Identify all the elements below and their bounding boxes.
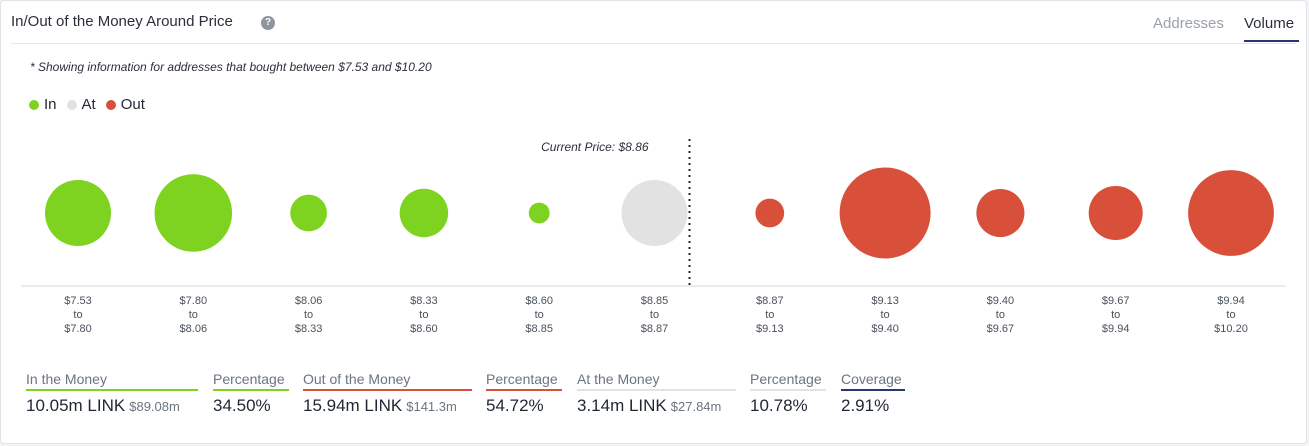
stat-underline [750, 389, 826, 391]
tick-label: $7.53 to $7.80 [64, 295, 92, 335]
bubble-in [154, 174, 233, 252]
stat-value: 10.05m LINK $89.08m [26, 396, 180, 415]
tick-label: $8.87 to $9.13 [756, 295, 784, 335]
tick-label: $9.67 to $9.94 [1102, 295, 1130, 335]
legend-dot-at [66, 99, 77, 110]
stat-underline [213, 389, 289, 391]
stat-underline [841, 389, 905, 391]
stat-underline [26, 389, 198, 391]
bubble-in [399, 188, 449, 238]
stat-in-the-money: In the Money 10.05m LINK $89.08m [26, 371, 198, 416]
legend-dot-out [105, 99, 116, 110]
stat-label: Percentage [213, 371, 285, 387]
bubble-out [1088, 185, 1143, 241]
tick-label: $9.13 to $9.40 [871, 295, 899, 335]
current-price-label: Current Price: $8.86 [541, 140, 649, 154]
legend-label-in: In [44, 96, 57, 113]
stat-label: Coverage [841, 371, 902, 387]
tick-label: $8.85 to $8.87 [641, 295, 669, 335]
stat-underline [577, 389, 736, 391]
bubble-out [1188, 170, 1274, 256]
stat-value: 10.78% [750, 396, 808, 415]
bubble-in [45, 180, 111, 246]
tab-addresses[interactable]: Addresses [1153, 15, 1224, 32]
stat-value: 54.72% [486, 396, 544, 415]
tick-label: $9.94 to $10.20 [1214, 295, 1248, 335]
stat-label: Percentage [750, 371, 822, 387]
card-header: In/Out of the Money Around Price ? Addre… [1, 1, 1306, 44]
stat-sub-value: $27.84m [670, 399, 722, 414]
stat-label: Out of the Money [303, 371, 411, 387]
stat-label: Percentage [486, 371, 558, 387]
stat-value: 2.91% [841, 396, 890, 415]
stat-value: 34.50% [213, 396, 271, 415]
legend-label-out: Out [120, 96, 145, 113]
stat-sub-value: $141.3m [406, 399, 457, 414]
stat-underline [486, 389, 562, 391]
stat-in-percentage: Percentage 34.50% [213, 371, 289, 416]
stat-sub-value: $89.08m [129, 399, 180, 414]
question-circle-icon[interactable]: ? [261, 16, 275, 30]
stat-coverage: Coverage 2.91% [841, 371, 905, 416]
legend-item-at: At [66, 96, 96, 113]
tick-label: $8.06 to $8.33 [295, 295, 323, 335]
bubble-out [755, 198, 785, 228]
legend-label-at: At [81, 96, 96, 113]
header-divider [11, 43, 1296, 44]
tick-label: $9.40 to $9.67 [987, 295, 1015, 335]
stat-label: In the Money [26, 371, 107, 387]
stat-at-the-money: At the Money 3.14m LINK $27.84m [577, 371, 736, 416]
bubble-out [976, 188, 1025, 238]
stat-underline [303, 389, 472, 391]
range-note: * Showing information for addresses that… [30, 60, 432, 74]
tick-label: $8.60 to $8.85 [525, 295, 553, 335]
legend-dot-in [29, 99, 39, 110]
bubble-in [528, 202, 550, 224]
stat-out-percentage: Percentage 54.72% [486, 371, 562, 416]
bubble-in [290, 194, 327, 232]
chart-legend: In At Out [29, 96, 155, 113]
stat-value: 15.94m LINK $141.3m [303, 396, 457, 415]
tick-label: $8.33 to $8.60 [410, 295, 438, 335]
stat-value: 3.14m LINK $27.84m [577, 396, 722, 415]
card-title: In/Out of the Money Around Price [11, 13, 233, 30]
stat-label: At the Money [577, 371, 660, 387]
tab-volume[interactable]: Volume [1244, 15, 1299, 42]
legend-item-in: In [29, 96, 57, 113]
stat-out-of-the-money: Out of the Money 15.94m LINK $141.3m [303, 371, 472, 416]
legend-item-out: Out [105, 96, 145, 113]
bubble-at [621, 180, 688, 246]
bubble-chart: $7.53 to $7.80 $7.80 to $8.06 $8.06 to $8.33 $8.3… [21, 139, 1286, 335]
bubble-out [839, 167, 931, 259]
stat-at-percentage: Percentage 10.78% [750, 371, 826, 416]
tick-label: $7.80 to $8.06 [180, 295, 208, 335]
